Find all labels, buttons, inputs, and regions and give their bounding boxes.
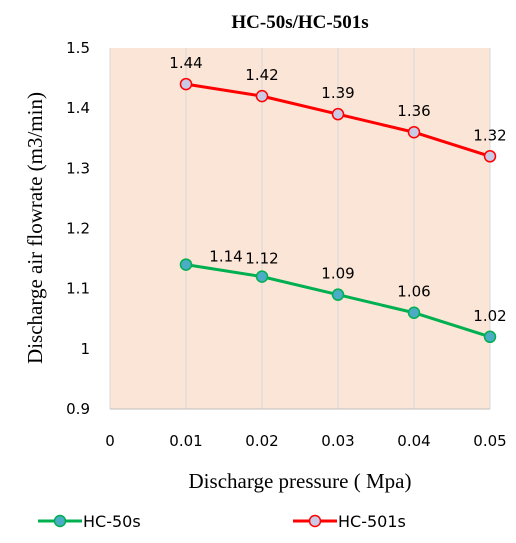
legend-label: HC-501s	[338, 512, 406, 531]
y-tick-label: 1.1	[66, 280, 90, 298]
data-label: 1.06	[397, 283, 430, 301]
data-point	[179, 77, 193, 91]
data-label: 1.36	[397, 102, 430, 120]
x-tick-label: 0.05	[473, 432, 506, 450]
plot-area	[110, 48, 490, 409]
x-tick-label: 0.03	[321, 432, 354, 450]
y-tick-label: 1.4	[66, 99, 90, 117]
y-tick-label: 1.5	[66, 39, 90, 57]
y-tick-label: 1.2	[66, 220, 90, 238]
data-point	[407, 125, 421, 139]
y-tick-label: 1	[80, 340, 90, 358]
legend-item-hc-50s: HC-50s	[38, 512, 141, 531]
y-axis-title: Discharge air flowrate (m3/min)	[23, 92, 47, 364]
legend-marker-swatch	[53, 514, 67, 528]
x-axis-ticks: 0 0.01 0.02 0.03 0.04 0.05	[105, 432, 506, 450]
data-point	[255, 89, 269, 103]
data-point	[483, 150, 497, 163]
data-label: 1.44	[169, 54, 202, 72]
series-hc-50s: 1.14 1.12 1.09 1.06 1.02	[179, 248, 507, 344]
x-tick-label: 0.02	[245, 432, 278, 450]
y-tick-label: 0.9	[66, 400, 90, 418]
x-tick-label: 0.04	[397, 432, 430, 450]
data-label: 1.12	[245, 250, 278, 268]
legend-label: HC-50s	[83, 512, 141, 531]
series-hc-501s: 1.44 1.42 1.39 1.36 1.32	[169, 54, 507, 163]
legend-item-hc-501s: HC-501s	[293, 512, 406, 531]
x-axis-title: Discharge pressure ( Mpa)	[189, 469, 412, 493]
legend-marker-swatch	[308, 514, 322, 528]
data-label: 1.02	[473, 307, 506, 325]
chart-title: HC-50s/HC-501s	[231, 12, 368, 33]
data-label: 1.32	[473, 126, 506, 144]
data-point	[331, 107, 345, 121]
data-point	[255, 270, 269, 283]
data-label: 1.39	[321, 84, 354, 102]
data-point	[483, 330, 497, 344]
y-tick-label: 1.3	[66, 159, 90, 177]
data-label: 1.09	[321, 265, 354, 283]
series-layer: 1.14 1.12 1.09 1.06 1.02 1.44 1.42 1.39 1.36 1.32	[169, 54, 507, 344]
data-point	[179, 258, 193, 271]
data-point	[331, 288, 345, 301]
data-point	[407, 306, 421, 319]
x-tick-label: 0	[105, 432, 115, 450]
y-axis-ticks: 0.9 1 1.1 1.2 1.3 1.4 1.5	[66, 39, 90, 418]
data-label: 1.14	[209, 248, 242, 266]
legend: HC-50s HC-501s	[38, 512, 406, 531]
x-tick-label: 0.01	[169, 432, 202, 450]
data-label: 1.42	[245, 66, 278, 84]
